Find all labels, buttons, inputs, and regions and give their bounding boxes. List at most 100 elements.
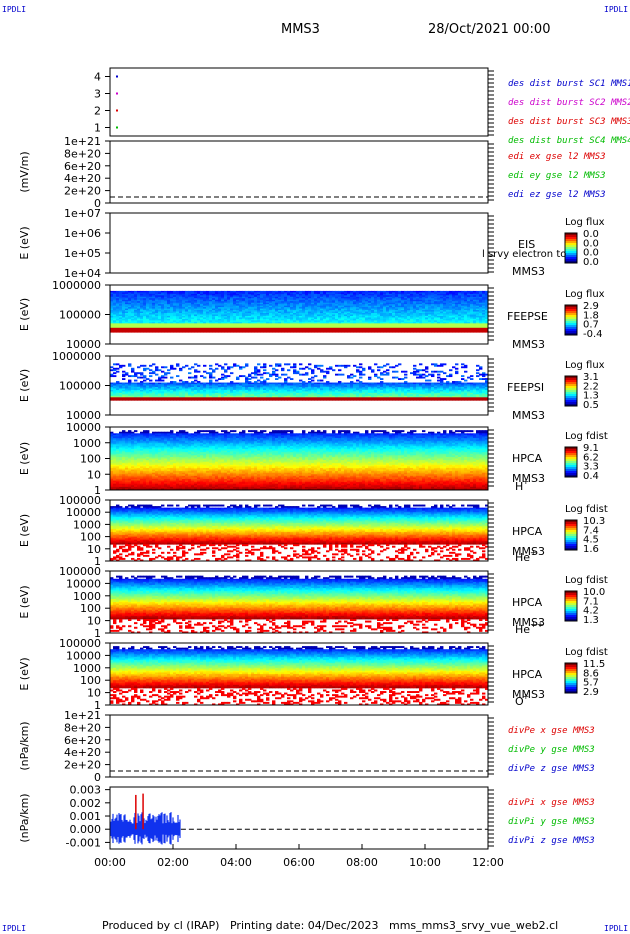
feepse-spectrogram-cell	[377, 331, 380, 333]
eis-ytick-label: 1e+07	[64, 207, 101, 220]
feepsi-spectrogram-cell	[182, 366, 185, 368]
feepsi-spectrogram-cell	[233, 399, 236, 401]
eis-ylabel: E (eV)	[18, 226, 31, 259]
feepse-spectrogram-cell	[179, 331, 182, 333]
feepse-spectrogram-cell	[383, 331, 386, 333]
feepsi-spectrogram-cell	[257, 363, 260, 365]
feepsi-spectrogram-cell	[173, 368, 176, 370]
feepsi-spectrogram-cell	[257, 371, 260, 373]
feepse-spectrogram-cell	[380, 331, 383, 333]
feepse-spectrogram-cell	[386, 331, 389, 333]
feepsi-spectrogram-cell	[272, 374, 275, 376]
feepsi-spectrogram-cell	[281, 369, 284, 371]
feepse-spectrogram-cell	[473, 331, 476, 333]
feepsi-spectrogram-cell	[128, 399, 131, 401]
feepsi-spectrogram-cell	[110, 366, 113, 368]
burst-legend-entry: des dist burst SC4 MMS4	[508, 136, 630, 146]
feepsi-spectrogram-cell	[275, 369, 278, 371]
feepsi-spectrogram-cell	[188, 377, 191, 379]
feepsi-spectrogram-cell	[299, 399, 302, 401]
feepse-spectrogram-cell	[260, 331, 263, 333]
feepsi-spectrogram-cell	[347, 377, 350, 379]
feepsi-spectrogram-cell	[317, 368, 320, 370]
feepsi-spectrogram-cell	[176, 375, 179, 377]
feepsi-spectrogram-cell	[116, 371, 119, 373]
feepsi-spectrogram-cell	[344, 366, 347, 368]
feepse-spectrogram-cell	[317, 331, 320, 333]
feepsi-spectrogram-cell	[329, 368, 332, 370]
feepsi-spectrogram-cell	[122, 371, 125, 373]
feepsi-spectrogram-cell	[293, 372, 296, 374]
feepsi-spectrogram-cell	[266, 378, 269, 380]
feepsi-spectrogram-cell	[308, 368, 311, 370]
feepsi-spectrogram-cell	[308, 399, 311, 401]
feepsi-spectrogram-cell	[143, 377, 146, 379]
feepsi-spectrogram-cell	[317, 365, 320, 367]
feepsi-spectrogram-cell	[227, 375, 230, 377]
feepsi-spectrogram-cell	[152, 372, 155, 374]
feepse-spectrogram-cell	[470, 331, 473, 333]
feepse-spectrogram-cell	[446, 331, 449, 333]
feepsi-spectrogram-cell	[332, 369, 335, 371]
feepsi-spectrogram-cell	[338, 374, 341, 376]
feepsi-spectrogram-cell	[185, 399, 188, 401]
feepsi-spectrogram-cell	[293, 366, 296, 368]
feepsi-spectrogram-cell	[296, 399, 299, 401]
feepsi-spectrogram-cell	[248, 378, 251, 380]
feepsi-spectrogram-cell	[218, 378, 221, 380]
feepsi-spectrogram-cell	[113, 369, 116, 371]
feepsi-spectrogram-cell	[344, 399, 347, 401]
feepsi-spectrogram-cell	[311, 372, 314, 374]
feepsi-spectrogram-cell	[194, 363, 197, 365]
feepsi-spectrogram-cell	[281, 399, 284, 401]
feepsi-spectrogram-cell	[230, 372, 233, 374]
feepsi-spectrogram-cell	[266, 399, 269, 401]
feepsi-spectrogram-cell	[149, 365, 152, 367]
feepsi-spectrogram-cell	[320, 365, 323, 367]
feepse-spectrogram-cell	[224, 331, 227, 333]
feepse-spectrogram-cell	[422, 331, 425, 333]
edi-ytick-label: 2e+20	[64, 185, 101, 198]
feepsi-spectrogram-cell	[170, 399, 173, 401]
feepsi-spectrogram-cell	[245, 399, 248, 401]
feepsi-spectrogram-cell	[167, 399, 170, 401]
feepsi-spectrogram-cell	[146, 399, 149, 401]
feepse-spectrogram-cell	[119, 331, 122, 333]
feepsi-spectrogram-cell	[281, 374, 284, 376]
feepse-spectrogram-cell	[152, 331, 155, 333]
feepse-spectrogram-cell	[164, 331, 167, 333]
feepse-spectrogram-cell	[311, 331, 314, 333]
feepsi-spectrogram-cell	[110, 375, 113, 377]
feepsi-spectrogram-cell	[203, 377, 206, 379]
feepse-spectrogram-cell	[362, 331, 365, 333]
feepsi-spectrogram-cell	[143, 365, 146, 367]
feepsi-spectrogram-cell	[131, 371, 134, 373]
divpe-frame	[110, 715, 488, 777]
feepse-spectrogram-cell	[407, 331, 410, 333]
feepsi-spectrogram-cell	[113, 363, 116, 365]
feepsi-spectrogram-cell	[200, 399, 203, 401]
feepsi-spectrogram-cell	[335, 374, 338, 376]
feepsi-spectrogram-cell	[290, 399, 293, 401]
feepsi-spectrogram-cell	[302, 368, 305, 370]
feepsi-spectrogram-cell	[125, 399, 128, 401]
feepse-spectrogram-cell	[365, 331, 368, 333]
feepsi-spectrogram-cell	[269, 375, 272, 377]
feepsi-spectrogram-cell	[227, 399, 230, 401]
feepsi-spectrogram-cell	[140, 374, 143, 376]
feepsi-spectrogram-cell	[320, 399, 323, 401]
burst-legend-entry: des dist burst SC2 MMS2	[508, 98, 630, 108]
feepsi-spectrogram-cell	[161, 371, 164, 373]
feepsi-spectrogram-cell	[284, 374, 287, 376]
feepsi-spectrogram-cell	[320, 371, 323, 373]
feepse-spectrogram-cell	[221, 331, 224, 333]
feepsi-spectrogram-cell	[134, 375, 137, 377]
feepse-spectrogram-cell	[140, 331, 143, 333]
eis-sc-label: MMS3	[512, 265, 545, 278]
feepsi-spectrogram-cell	[218, 365, 221, 367]
feepsi-spectrogram-cell	[221, 368, 224, 370]
burst-ytick-label: 2	[94, 105, 101, 118]
feepsi-spectrogram-cell	[158, 369, 161, 371]
feepsi-spectrogram-cell	[140, 399, 143, 401]
feepsi-spectrogram-cell	[119, 366, 122, 368]
